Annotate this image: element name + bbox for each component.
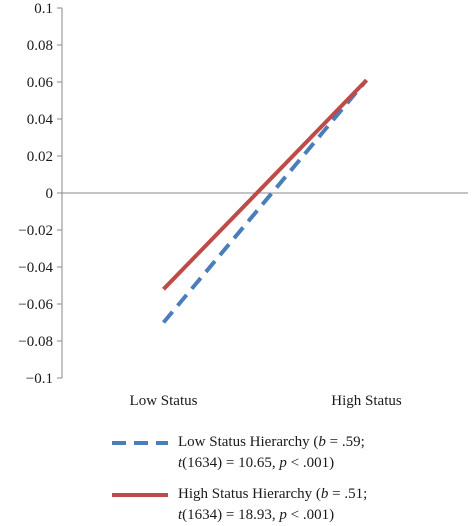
legend-b-symbol: b [318, 434, 326, 450]
legend-p-value: < .001) [286, 507, 335, 523]
y-tick-label: −0.1 [26, 371, 53, 387]
legend-line-1: Low Status Hierarchy (b = .59; [178, 432, 365, 453]
legend-t-value: (1634) = 10.65, [182, 455, 280, 471]
legend-label: High Status Hierarchy ( [178, 486, 321, 502]
y-tick-label: 0 [46, 186, 54, 202]
legend-text: High Status Hierarchy (b = .51; t(1634) … [178, 484, 367, 526]
y-tick-label: −0.02 [18, 223, 53, 239]
legend-b-symbol: b [320, 486, 329, 502]
y-tick-label: −0.04 [18, 260, 53, 276]
y-tick-label: 0.08 [27, 38, 53, 54]
series-line-high-status-hierarchy [162, 78, 368, 291]
legend-swatch-dashed-blue [110, 432, 170, 453]
y-tick-label: 0.06 [27, 75, 54, 91]
y-tick-label: 0.02 [27, 149, 53, 165]
line-chart: 0.1 0.08 0.06 0.04 0.02 0 −0.02 −0.04 −0.06 −0.08… [18, 1, 468, 409]
legend-line-2: t(1634) = 18.93, p < .001) [178, 505, 367, 526]
series-line-low-status-hierarchy [161, 78, 369, 324]
x-axis-categories: Low Status High Status [130, 393, 402, 409]
x-category-label: High Status [331, 393, 402, 409]
legend-t-symbol: t [178, 507, 183, 523]
legend-line-1: High Status Hierarchy (b = .51; [178, 484, 367, 505]
legend-item-low-status-hierarchy: Low Status Hierarchy (b = .59; t(1634) =… [110, 432, 365, 474]
legend-item-high-status-hierarchy: High Status Hierarchy (b = .51; t(1634) … [110, 484, 367, 526]
legend-p-symbol: p [279, 455, 287, 471]
legend-p-value: < .001) [286, 455, 335, 471]
legend-b-value: = .51; [328, 486, 368, 502]
legend-b-value: = .59; [325, 434, 365, 450]
legend-label: Low Status Hierarchy ( [178, 434, 319, 450]
legend-text: Low Status Hierarchy (b = .59; t(1634) =… [178, 432, 365, 474]
axes [61, 8, 468, 378]
series-lines [161, 78, 369, 324]
legend-swatch-solid-red [110, 484, 170, 505]
legend-t-value: (1634) = 18.93, [182, 507, 280, 523]
y-tick-label: 0.04 [27, 112, 54, 128]
x-category-label: Low Status [130, 393, 198, 409]
y-tick-label: −0.06 [18, 297, 53, 313]
y-tick-label: 0.1 [34, 1, 53, 17]
y-axis-ticks: 0.1 0.08 0.06 0.04 0.02 0 −0.02 −0.04 −0.06 −0.08… [18, 1, 62, 387]
legend-p-symbol: p [279, 507, 287, 523]
legend-line-2: t(1634) = 10.65, p < .001) [178, 453, 365, 474]
y-tick-label: −0.08 [18, 334, 53, 350]
legend-t-symbol: t [178, 455, 183, 471]
